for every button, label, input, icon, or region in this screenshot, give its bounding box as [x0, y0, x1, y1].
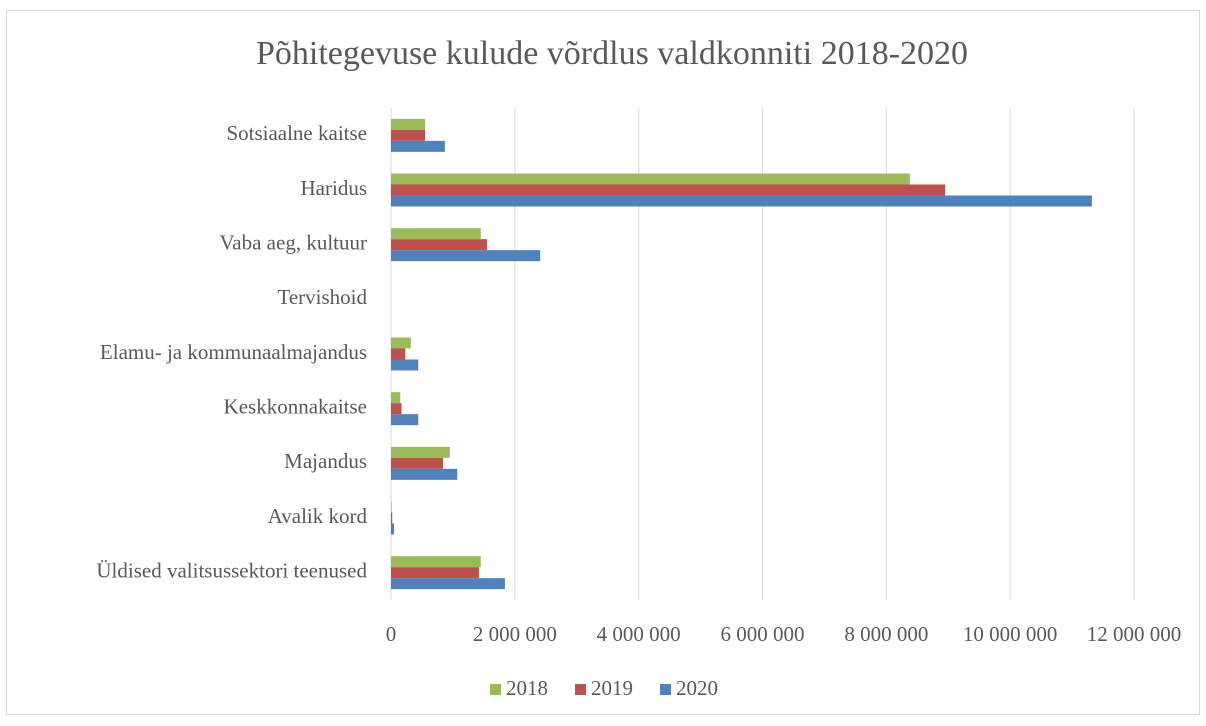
bar [391, 140, 445, 152]
legend-swatch [490, 684, 501, 695]
x-tick-label: 4 000 000 [597, 622, 681, 646]
y-tick-label: Üldised valitsussektori teenused [96, 558, 367, 582]
y-tick-label: Elamu- ja kommunaalmajandus [100, 340, 367, 364]
y-tick-label: Keskkonnakaitse [224, 394, 367, 418]
bar [391, 567, 479, 579]
bar [391, 446, 450, 458]
bar [391, 457, 444, 469]
bar [391, 414, 419, 426]
chart-title: Põhitegevuse kulude võrdlus valdkonniti … [256, 35, 968, 72]
legend-swatch [660, 684, 671, 695]
y-tick-label: Avalik kord [268, 504, 368, 528]
bar [391, 403, 402, 415]
bar [391, 129, 426, 141]
bar [391, 173, 910, 185]
bar [391, 228, 481, 240]
x-tick-label: 2 000 000 [473, 622, 557, 646]
x-tick-label: 8 000 000 [844, 622, 928, 646]
bar [391, 501, 392, 513]
y-tick-label: Tervishoid [277, 285, 367, 309]
x-tick-label: 12 000 000 [1087, 622, 1182, 646]
bar [391, 118, 426, 130]
legend-label: 2018 [506, 676, 548, 700]
bar [391, 523, 395, 535]
x-tick-label: 0 [386, 622, 397, 646]
x-tick-label: 6 000 000 [721, 622, 805, 646]
bar [391, 359, 419, 371]
bar [391, 578, 505, 590]
bar [391, 195, 1092, 207]
y-tick-label: Majandus [284, 449, 367, 473]
y-tick-label: Vaba aeg, kultuur [219, 230, 367, 254]
bar [391, 184, 946, 196]
bar [391, 250, 541, 262]
bar [391, 348, 406, 360]
chart-border [6, 10, 1200, 715]
bar [391, 337, 411, 349]
bar [391, 556, 481, 568]
y-tick-label: Haridus [301, 176, 368, 200]
bar [391, 512, 393, 524]
legend-label: 2019 [591, 676, 633, 700]
bar [391, 468, 458, 480]
bar [391, 239, 487, 251]
legend-label: 2020 [676, 676, 718, 700]
bar [391, 392, 401, 404]
legend-swatch [575, 684, 586, 695]
x-tick-label: 10 000 000 [963, 622, 1058, 646]
y-tick-label: Sotsiaalne kaitse [226, 121, 367, 145]
